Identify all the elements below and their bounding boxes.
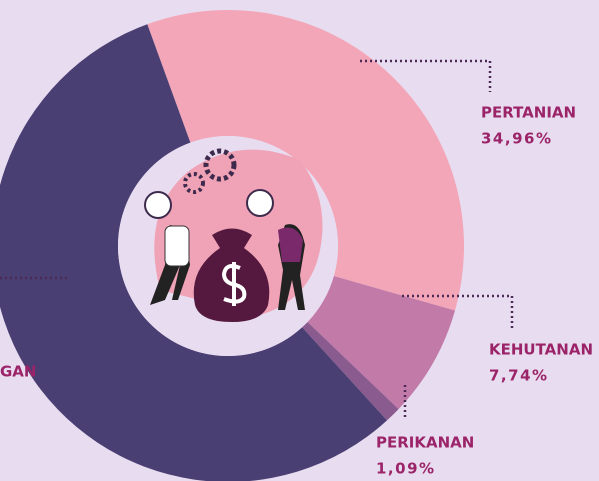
category-label: KEHUTANAN bbox=[489, 341, 593, 359]
chart: PERTANIAN 34,96% KEHUTANAN 7,74% PERIKANAN 1,… bbox=[0, 0, 599, 481]
category-label: PERTANIAN bbox=[481, 104, 576, 122]
value-label: 1,09% bbox=[376, 460, 436, 478]
illustration bbox=[118, 136, 338, 356]
category-label: GAN bbox=[0, 363, 36, 381]
value-label: 7,74% bbox=[489, 367, 549, 385]
category-label: PERIKANAN bbox=[376, 434, 474, 452]
value-label: 34,96% bbox=[481, 130, 552, 148]
